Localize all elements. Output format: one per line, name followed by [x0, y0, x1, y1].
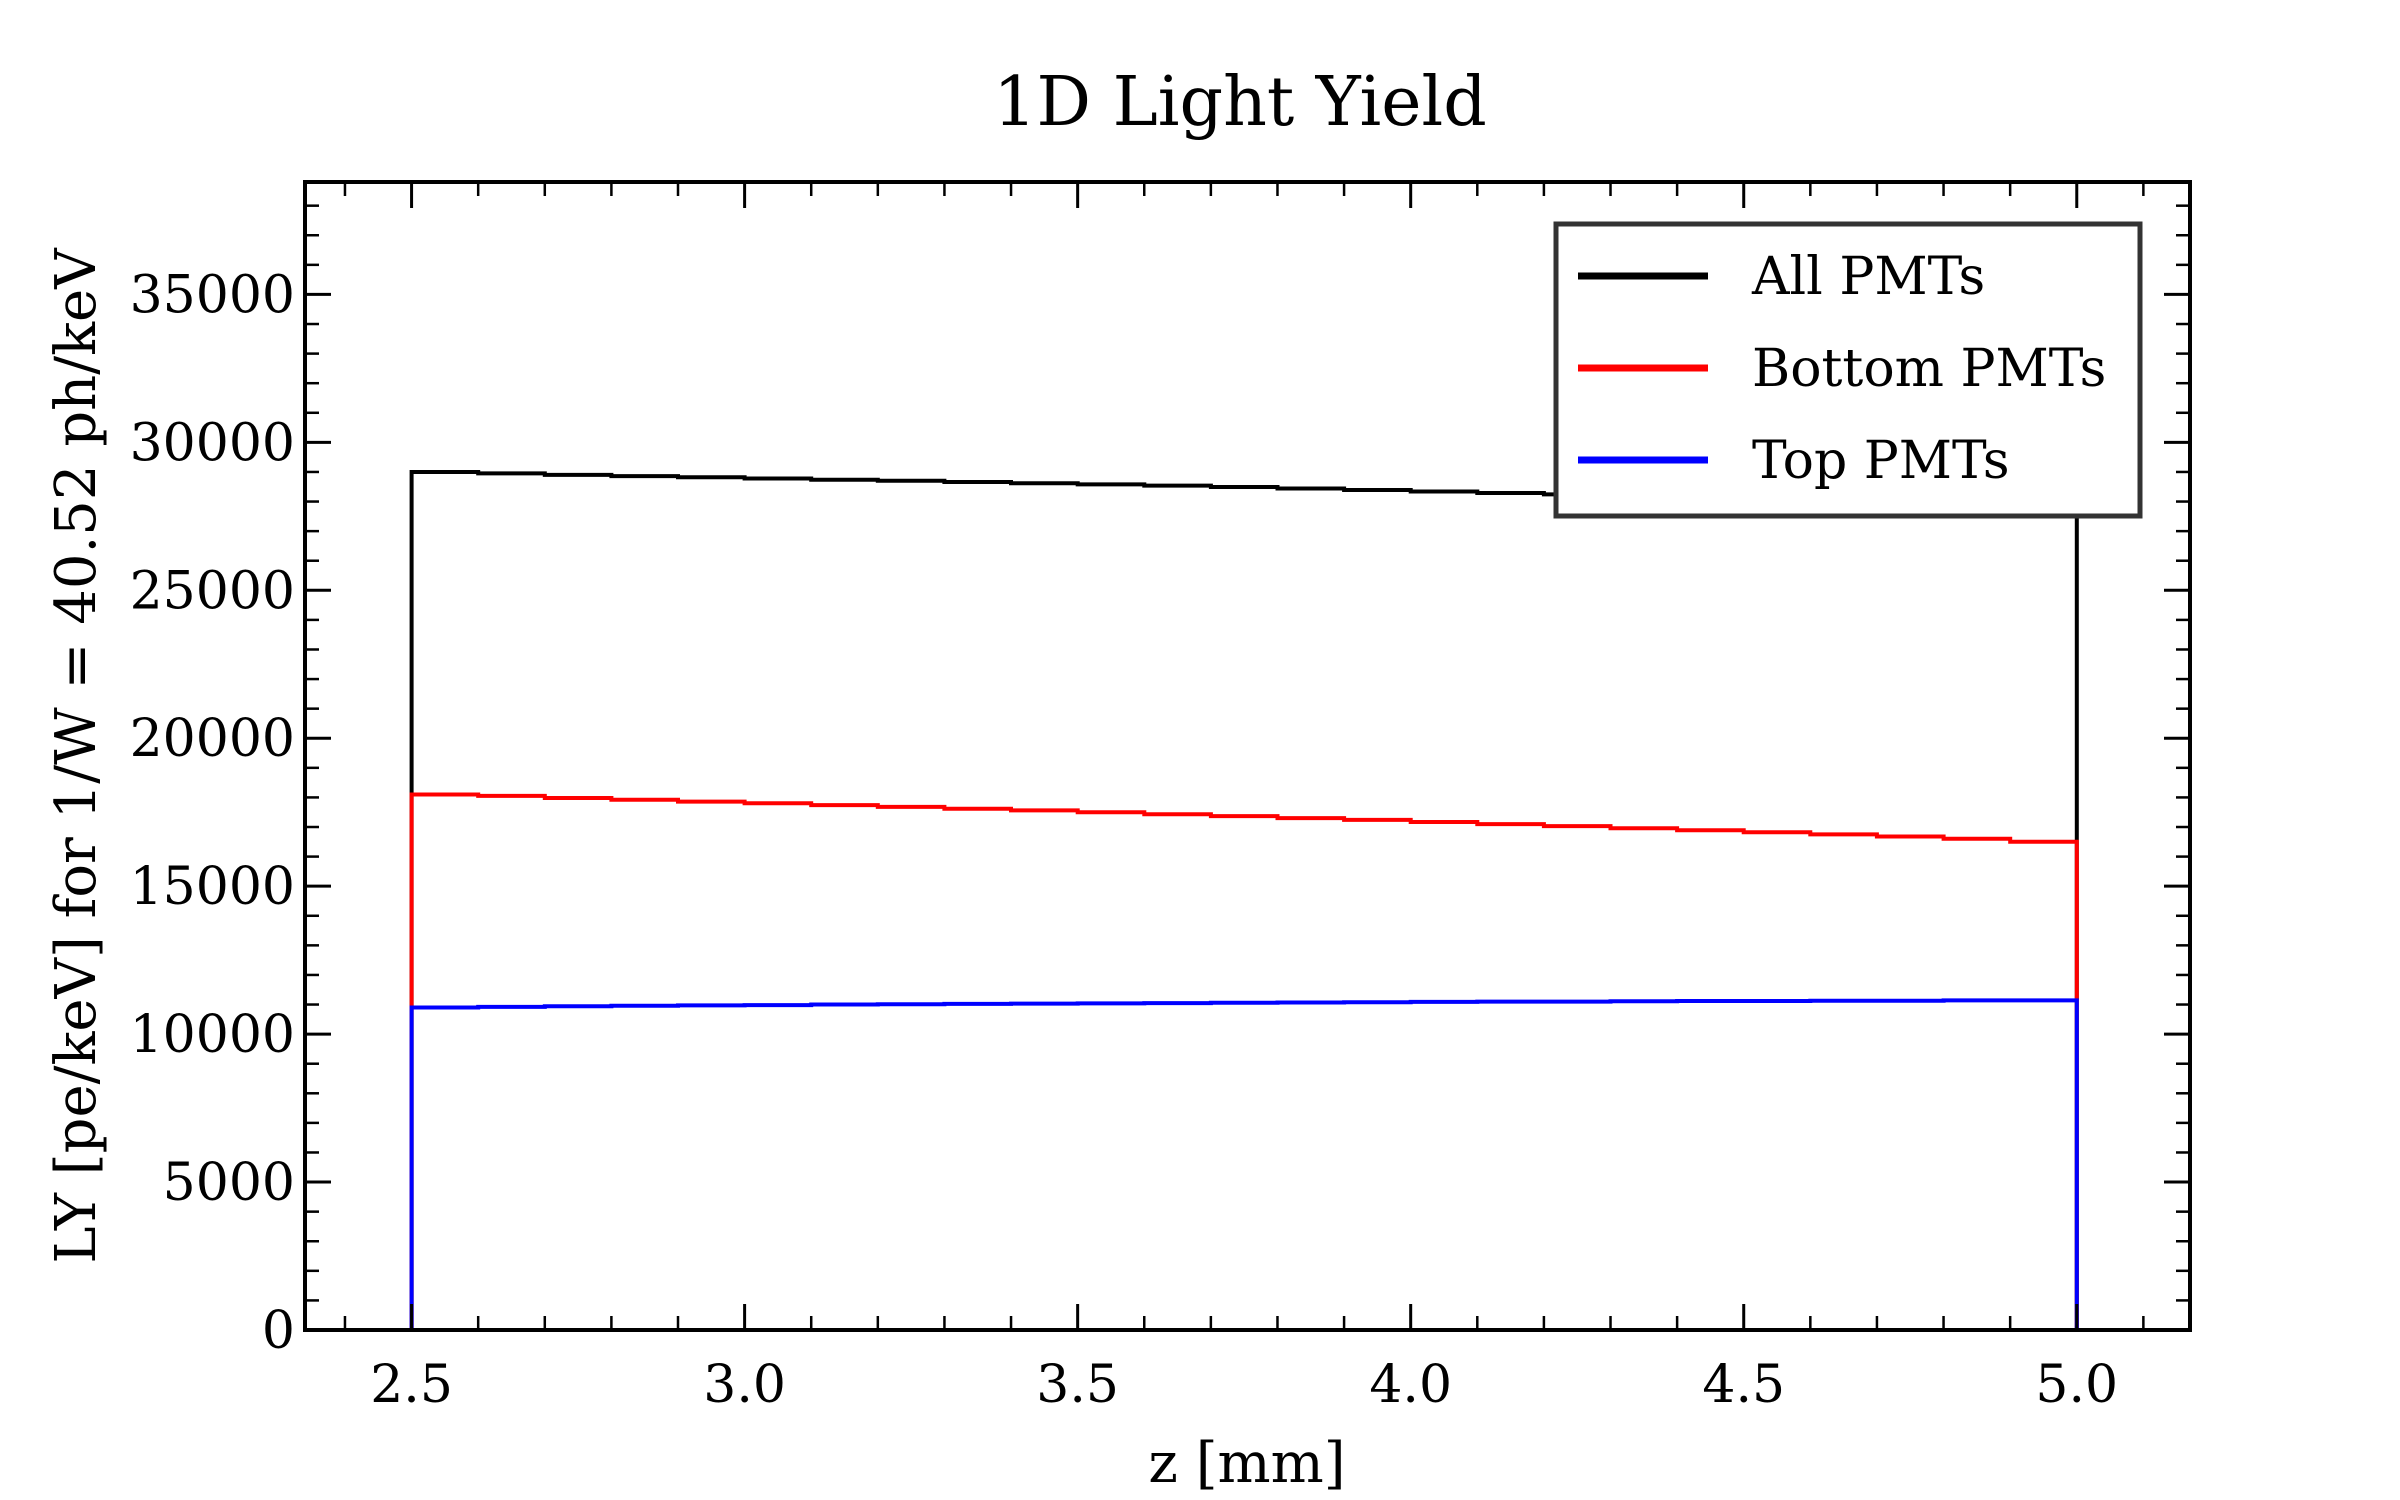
y-tick-label: 25000 — [130, 561, 295, 621]
y-tick-label: 15000 — [130, 857, 295, 917]
y-axis-label: LY [pe/keV] for 1/W = 40.52 ph/keV — [44, 247, 109, 1264]
x-tick-label: 2.5 — [370, 1355, 453, 1415]
y-tick-label: 10000 — [130, 1005, 295, 1065]
y-tick-label: 0 — [262, 1301, 295, 1361]
x-tick-label: 4.0 — [1369, 1355, 1452, 1415]
x-tick-label: 5.0 — [2035, 1355, 2118, 1415]
legend-label: All PMTs — [1751, 247, 1985, 307]
series-layer — [409, 470, 2079, 1330]
y-tick-label: 35000 — [130, 265, 295, 325]
plot-frame — [303, 180, 2192, 1332]
legend: All PMTs Bottom PMTs Top PMTs — [1553, 221, 2143, 519]
y-tick-label: 30000 — [130, 413, 295, 473]
legend-label: Top PMTs — [1752, 431, 2010, 491]
series-line-1 — [409, 470, 2079, 1330]
series-line-2 — [409, 792, 2079, 1330]
x-tick-label: 3.0 — [703, 1355, 786, 1415]
y-tick-label: 5000 — [163, 1153, 295, 1213]
series-line-3 — [409, 998, 2079, 1330]
y-tick-label: 20000 — [130, 709, 295, 769]
x-tick-label: 3.5 — [1036, 1355, 1119, 1415]
legend-label: Bottom PMTs — [1752, 339, 2106, 399]
chart-title: 1D Light Yield — [993, 63, 1487, 142]
ticks-layer: 2.5 3.0 3.5 4.0 4.5 5.0 0 5000 10000 15000 20000 25… — [130, 182, 2190, 1415]
x-axis-label: z [mm] — [1148, 1431, 1345, 1496]
x-tick-label: 4.5 — [1702, 1355, 1785, 1415]
